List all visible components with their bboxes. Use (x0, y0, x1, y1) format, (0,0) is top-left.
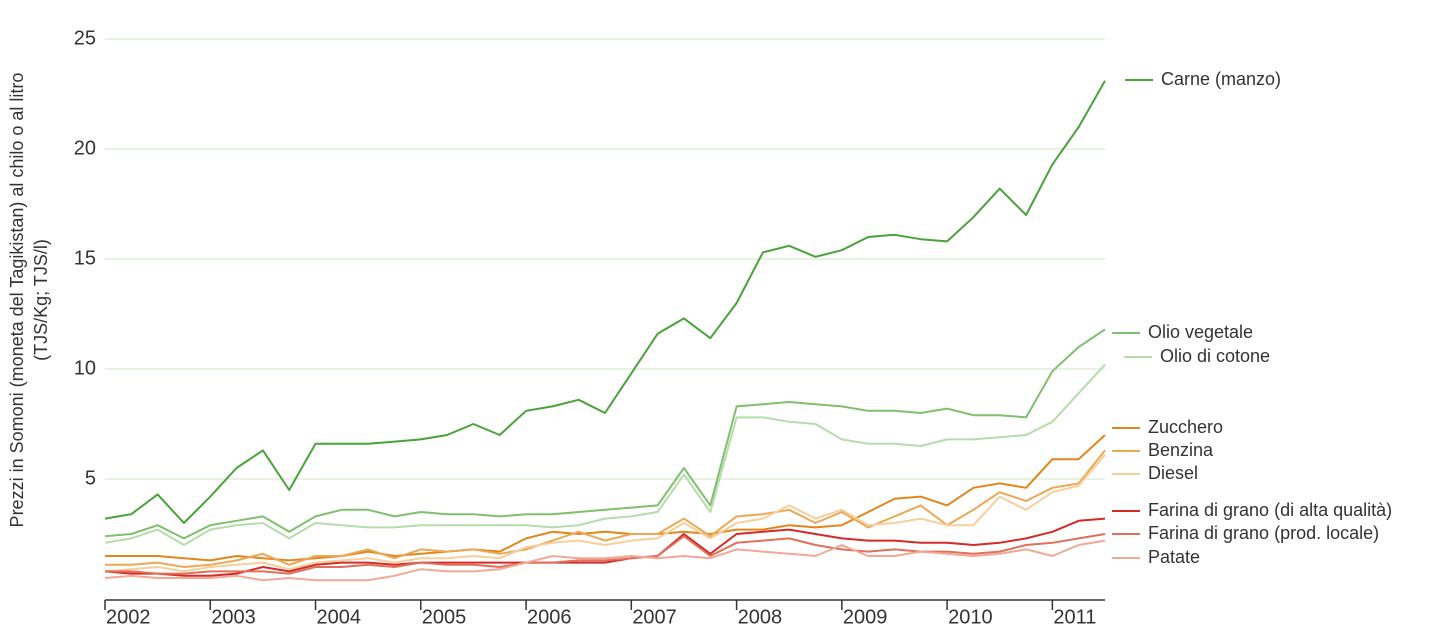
series-line (104, 517, 1106, 577)
series-line (104, 80, 1106, 524)
legend-label: Carne (manzo) (1161, 69, 1281, 89)
series-line (105, 434, 1106, 562)
y-tick-label: 5 (85, 467, 96, 489)
series-line (104, 539, 1106, 582)
x-tick-label: 2010 (948, 606, 993, 628)
legend-label: Diesel (1148, 463, 1198, 483)
y-axis-label: (TJS/Kg; TJS/l) (31, 239, 51, 361)
series-line (105, 533, 1106, 575)
series-line (104, 454, 1106, 573)
x-tick-label: 2007 (632, 606, 677, 628)
y-tick-label: 15 (74, 247, 96, 269)
x-tick-label: 2004 (317, 606, 362, 628)
x-tick-label: 2002 (106, 606, 151, 628)
x-tick-label: 2009 (843, 606, 888, 628)
series-line (104, 363, 1106, 546)
series-line (104, 328, 1106, 540)
legend-label: Zucchero (1148, 417, 1223, 437)
legend-label: Olio di cotone (1160, 346, 1270, 366)
y-tick-label: 10 (74, 357, 96, 379)
legend-label: Farina di grano (di alta qualità) (1148, 500, 1392, 520)
legend-label: Patate (1148, 547, 1200, 567)
x-tick-label: 2008 (738, 606, 783, 628)
legend-label: Olio vegetale (1148, 322, 1253, 342)
y-axis-label: Prezzi in Somoni (moneta del Tagikistan)… (7, 73, 27, 528)
legend-label: Benzina (1148, 440, 1214, 460)
x-tick-label: 2011 (1053, 606, 1096, 628)
x-tick-label: 2005 (422, 606, 467, 628)
y-tick-label: 25 (74, 27, 96, 49)
x-tick-label: 2006 (527, 606, 572, 628)
series-line (105, 449, 1106, 568)
legend-label: Farina di grano (prod. locale) (1148, 523, 1379, 543)
y-tick-label: 20 (74, 137, 96, 159)
x-tick-label: 2003 (211, 606, 256, 628)
